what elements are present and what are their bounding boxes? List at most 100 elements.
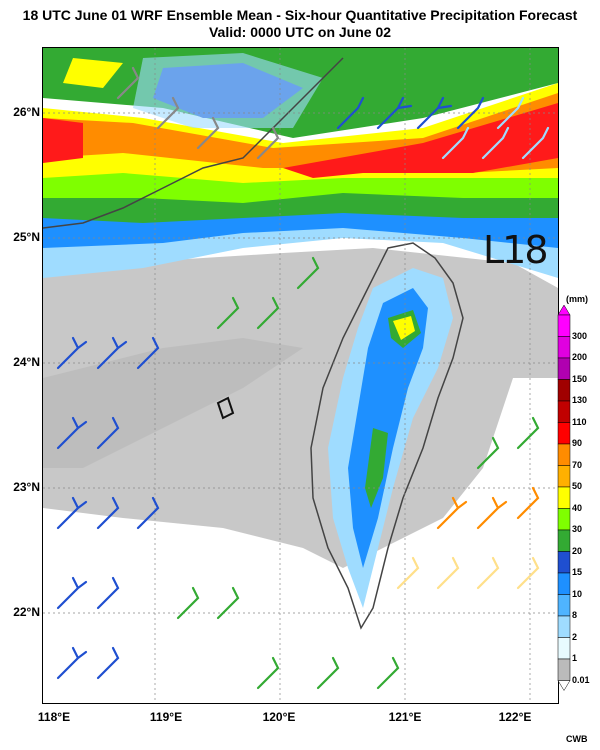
colorbar-swatch (557, 357, 571, 380)
colorbar-swatch (557, 508, 571, 531)
wind-barb (516, 416, 540, 450)
colorbar-level-label: 1 (572, 653, 578, 663)
low-pressure-label: L18 (483, 228, 549, 272)
lat-label-23n: 23°N (13, 480, 40, 494)
wind-barb (96, 416, 120, 450)
wind-barb (496, 96, 525, 130)
colorbar-level-label: 300 (572, 330, 588, 341)
colorbar-level-label: 110 (572, 416, 587, 427)
colorbar-swatch (557, 529, 571, 552)
valid-time-subtitle: Valid: 0000 UTC on June 02 (208, 24, 392, 40)
wind-barb (516, 486, 540, 520)
wind-barbs (56, 66, 550, 690)
colorbar-level-label: 15 (572, 567, 583, 577)
wind-barb (476, 556, 500, 590)
wind-barb (96, 336, 128, 370)
wind-barb (376, 656, 400, 690)
wind-barb (176, 586, 200, 620)
colorbar-swatch (557, 336, 571, 359)
lat-label-22n: 22°N (13, 605, 40, 619)
island-penghu (216, 396, 235, 420)
colorbar-swatch (557, 314, 571, 337)
lon-label-122e: 122°E (498, 710, 532, 724)
wind-barb (396, 556, 420, 590)
colorbar-level-label: 50 (572, 481, 583, 491)
wind-barb (316, 656, 340, 690)
precip-shade-streak (43, 338, 303, 468)
colorbar-level-label: 8 (572, 610, 578, 620)
colorbar-level-label: 150 (572, 373, 588, 384)
taiwan-precip-yellow-north (393, 316, 415, 340)
colorbar-swatch (557, 400, 571, 423)
wind-barb (156, 96, 180, 130)
wind-barb (476, 496, 508, 530)
wind-barb (136, 496, 160, 530)
china-coastline (43, 57, 344, 229)
precipitation-colorbar (557, 305, 571, 691)
wind-barb (436, 496, 468, 530)
colorbar-level-label: 10 (572, 588, 583, 599)
wind-barb (96, 576, 120, 610)
agency-credit: CWB (566, 734, 588, 744)
colorbar-level-label: 30 (572, 524, 583, 534)
colorbar-swatch (557, 379, 571, 402)
precipitation-map: L18 (42, 47, 559, 704)
wind-barb (256, 656, 280, 690)
colorbar-level-label: 90 (572, 438, 583, 448)
wind-barb (56, 336, 88, 370)
wind-barb (56, 496, 88, 530)
lon-label-120e: 120°E (262, 710, 296, 724)
wind-barb (96, 496, 120, 530)
lon-label-121e: 121°E (388, 710, 422, 724)
colorbar-swatch (557, 594, 571, 617)
colorbar-swatch (557, 551, 571, 574)
lat-label-25n: 25°N (13, 230, 40, 244)
wind-barb (521, 126, 550, 160)
colorbar-swatch (557, 615, 571, 638)
colorbar-level-label: 130 (572, 395, 588, 405)
taiwan-precip-green-south (365, 428, 388, 508)
precip-top-lightblue (133, 53, 323, 128)
wind-barb (216, 586, 240, 620)
colorbar-unit: (mm) (566, 294, 588, 304)
taiwan-coastline (310, 242, 464, 630)
colorbar-swatch (557, 658, 571, 681)
colorbar-swatch (557, 637, 571, 660)
precip-band-red-west (43, 118, 83, 163)
wind-barb (476, 436, 500, 470)
wind-barb (376, 96, 413, 130)
map-title: 18 UTC June 01 WRF Ensemble Mean - Six-h… (22, 7, 578, 23)
colorbar-level-label: 20 (572, 545, 583, 556)
wind-barb (441, 126, 470, 160)
precip-band-red (283, 103, 558, 178)
wind-barb (256, 126, 280, 160)
colorbar-level-label: 70 (572, 459, 583, 470)
wind-barb (416, 96, 453, 130)
lon-label-118e: 118°E (37, 710, 71, 724)
wind-barb (256, 296, 280, 330)
wind-barb (481, 126, 510, 160)
wind-barb (56, 576, 88, 610)
lon-label-119e: 119°E (149, 710, 183, 724)
wind-barb (216, 296, 240, 330)
lat-label-26n: 26°N (13, 105, 40, 119)
wind-barb (136, 336, 160, 370)
colorbar-level-label: 40 (572, 502, 583, 513)
graticule (43, 48, 558, 703)
wind-barb (56, 646, 88, 680)
wind-barb (516, 556, 540, 590)
wind-barb (436, 556, 460, 590)
colorbar-swatch (557, 465, 571, 488)
colorbar-level-label: 0.01 (572, 674, 590, 685)
wind-barb (196, 116, 220, 150)
wind-barb (96, 646, 120, 680)
wind-barb (456, 96, 485, 130)
colorbar-swatch (557, 443, 571, 466)
wind-barb (296, 256, 320, 290)
lat-label-24n: 24°N (13, 355, 40, 369)
map-canvas (43, 48, 558, 703)
wind-barb (336, 96, 365, 130)
precip-top-yellow (63, 58, 123, 88)
colorbar-level-label: 2 (572, 631, 578, 642)
colorbar-swatch (557, 422, 571, 445)
